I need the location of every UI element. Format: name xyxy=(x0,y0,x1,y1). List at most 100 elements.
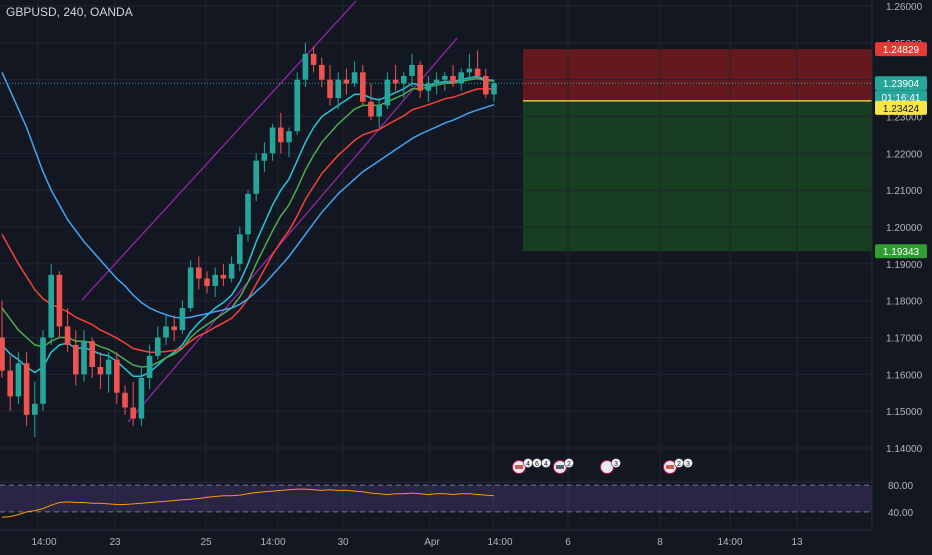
candle-body xyxy=(261,153,268,161)
event-count-badge xyxy=(611,458,621,468)
candle[interactable] xyxy=(392,64,399,91)
rsi-tick-label: 80.00 xyxy=(888,481,913,492)
candle[interactable] xyxy=(23,352,30,426)
candle[interactable] xyxy=(155,326,161,360)
candle-body xyxy=(253,160,259,194)
channel-lower-line[interactable] xyxy=(127,37,458,423)
candle[interactable] xyxy=(425,75,432,102)
candle[interactable] xyxy=(384,72,391,110)
rsi-line[interactable] xyxy=(1,488,495,518)
price-tag[interactable]: 1.23424 xyxy=(875,100,927,115)
candle-body xyxy=(491,83,497,95)
candle-body xyxy=(286,131,292,143)
event-marker[interactable]: 3 xyxy=(600,458,621,474)
candle[interactable] xyxy=(442,72,448,91)
price-tag[interactable]: 1.19343 xyxy=(875,244,927,259)
candle[interactable] xyxy=(343,68,350,95)
price-tag-label: 1.19343 xyxy=(883,247,920,258)
candle-body xyxy=(392,79,399,84)
candle[interactable] xyxy=(56,271,63,338)
price-tag[interactable]: 1.23904 xyxy=(875,76,927,91)
candle[interactable] xyxy=(302,42,309,88)
event-count-text: 2 xyxy=(677,461,681,468)
time-tick-label: 25 xyxy=(200,537,212,548)
candle[interactable] xyxy=(212,267,218,297)
candle[interactable] xyxy=(368,83,374,121)
candle[interactable] xyxy=(0,300,5,379)
candle[interactable] xyxy=(81,330,87,382)
candle[interactable] xyxy=(458,68,464,91)
candle[interactable] xyxy=(401,72,407,99)
candle[interactable] xyxy=(278,112,284,154)
candle[interactable] xyxy=(187,260,194,312)
take-profit-zone[interactable] xyxy=(523,100,872,252)
candle[interactable] xyxy=(138,366,145,426)
price-tag-label: 01:16:41 xyxy=(882,93,921,104)
candle[interactable] xyxy=(433,72,440,95)
candle[interactable] xyxy=(417,61,423,99)
price-tag[interactable]: 01:16:41 xyxy=(875,90,927,105)
candle-body xyxy=(130,407,136,419)
candle[interactable] xyxy=(32,381,38,437)
candle[interactable] xyxy=(122,385,128,415)
candle[interactable] xyxy=(7,355,13,412)
price-tag-label: 1.23904 xyxy=(883,79,920,90)
time-axis: 14:00 23 25 14:00 30 Apr 14:00 6 8 14:00 13 xyxy=(0,529,872,548)
candle[interactable] xyxy=(73,330,79,386)
candle[interactable] xyxy=(105,352,112,393)
channel-upper-line[interactable] xyxy=(81,0,357,301)
candle[interactable] xyxy=(171,315,177,342)
candle[interactable] xyxy=(261,142,268,172)
candle[interactable] xyxy=(286,127,292,158)
rsi-pane xyxy=(0,481,872,518)
candle[interactable] xyxy=(196,256,202,290)
candle[interactable] xyxy=(269,123,276,161)
candle[interactable] xyxy=(483,68,489,99)
candle[interactable] xyxy=(409,53,415,88)
candle[interactable] xyxy=(491,79,497,102)
candle[interactable] xyxy=(204,271,210,294)
candle[interactable] xyxy=(294,72,300,135)
flag-icon-stripe xyxy=(515,465,523,469)
price-tag-background xyxy=(875,76,927,91)
candle[interactable] xyxy=(40,330,46,412)
candle[interactable] xyxy=(466,53,473,80)
price-tag-background xyxy=(875,90,927,105)
candle[interactable] xyxy=(319,57,325,88)
candle[interactable] xyxy=(376,98,382,128)
candle[interactable] xyxy=(89,337,95,379)
event-marker[interactable]: 2 xyxy=(553,458,574,474)
candle-body xyxy=(360,72,366,102)
price-tag-background xyxy=(875,244,927,259)
candle[interactable] xyxy=(310,46,317,73)
candle[interactable] xyxy=(228,256,235,283)
flag-icon-stripe xyxy=(666,465,674,469)
candle[interactable] xyxy=(130,381,136,426)
candle[interactable] xyxy=(327,64,333,106)
moving-average-line[interactable] xyxy=(1,71,495,320)
candle-body xyxy=(48,274,54,338)
candle[interactable] xyxy=(179,300,186,334)
candle[interactable] xyxy=(163,315,169,345)
candle[interactable] xyxy=(360,64,366,106)
price-tag[interactable]: 1.24829 xyxy=(875,42,927,57)
candle[interactable] xyxy=(335,72,341,110)
candle[interactable] xyxy=(97,352,104,390)
candle[interactable] xyxy=(245,190,251,242)
candle[interactable] xyxy=(48,263,54,345)
candle[interactable] xyxy=(474,50,481,80)
stop-loss-zone[interactable] xyxy=(523,49,872,101)
candle[interactable] xyxy=(64,308,71,353)
candle[interactable] xyxy=(237,227,243,272)
candle[interactable] xyxy=(253,153,259,202)
candle[interactable] xyxy=(15,352,22,404)
candle[interactable] xyxy=(114,352,120,404)
price-tick-label: 1.17000 xyxy=(886,334,923,345)
price-axis: 1.260001.250001.240001.230001.220001.210… xyxy=(871,0,932,550)
candle[interactable] xyxy=(220,263,227,286)
candle[interactable] xyxy=(146,344,153,390)
